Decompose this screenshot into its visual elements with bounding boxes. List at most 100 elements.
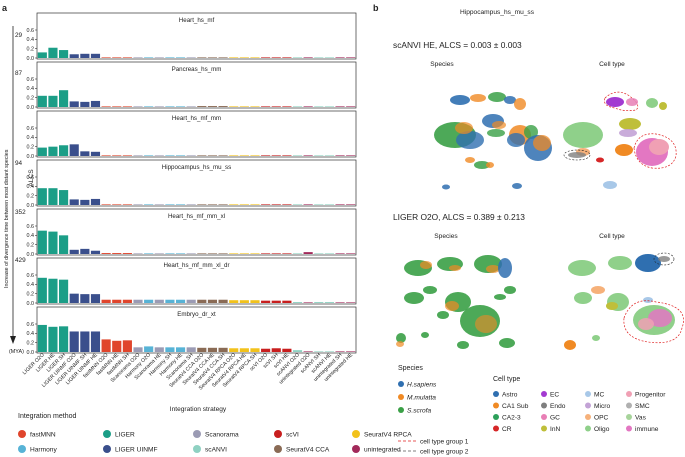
y-tick-label: 0.2 [27, 95, 35, 101]
bar [303, 106, 313, 107]
bar [335, 302, 345, 303]
method-legend-title: Integration method [18, 413, 76, 420]
celltype-swatch [493, 414, 499, 420]
bar [250, 155, 260, 156]
method-legend: fastMNN LIGER Scanorama scVI SeuratV4 RPCA Ha… [18, 430, 412, 454]
bar [271, 300, 281, 303]
divergence-number: 87 [15, 70, 23, 77]
bar [186, 347, 196, 352]
bar-panel: Hippocampus_hs_mu_ss 0.0 0.2 0.4 0.6 [27, 159, 357, 209]
bar [122, 155, 132, 156]
celltype-label: EC [550, 391, 559, 398]
panel-frame [36, 110, 357, 158]
bar [229, 204, 239, 205]
celltype-swatch [493, 425, 499, 432]
bar [218, 253, 228, 254]
celltype-swatch [541, 391, 547, 397]
y-tick-label: 0.0 [27, 154, 35, 160]
bar [271, 348, 281, 352]
bar [69, 293, 79, 303]
species-swatch [398, 381, 404, 387]
bar [282, 204, 292, 205]
bar [122, 299, 132, 303]
bar [37, 147, 47, 156]
legend-swatch [103, 445, 111, 453]
panel-frame [36, 159, 357, 207]
bar [90, 250, 101, 254]
y-tick-label: 0.6 [27, 126, 35, 132]
bar [101, 299, 111, 303]
bar [90, 294, 101, 303]
bar [303, 57, 313, 58]
bar [261, 106, 271, 107]
bar [197, 106, 207, 107]
panel-frame [36, 257, 357, 305]
bar [292, 57, 303, 58]
bar [314, 106, 324, 107]
bar [101, 155, 111, 156]
bar [197, 253, 207, 254]
bar [122, 106, 132, 107]
bar [175, 155, 186, 156]
y-tick-label: 0.4 [27, 37, 35, 43]
bar [335, 106, 345, 107]
bar [197, 155, 207, 156]
bar [346, 351, 356, 352]
legend-label: LIGER [115, 432, 135, 439]
celltype-swatch [493, 391, 499, 397]
celltype-label: Vas [635, 414, 647, 421]
bar [261, 300, 271, 303]
bar [37, 230, 47, 254]
bar [165, 253, 175, 254]
divergence-arrowhead [10, 336, 16, 344]
bar [48, 326, 58, 352]
umap-top-species [434, 92, 552, 190]
bar [69, 54, 79, 58]
celltype-legend: Astro EC MC Progenitor CA1 Sub Endo Micro SMC CA… [493, 391, 666, 433]
bar [335, 253, 345, 254]
bar [314, 302, 324, 303]
bar [144, 155, 154, 156]
y-tick-label: 0.2 [27, 46, 35, 52]
bar [80, 101, 90, 107]
bar [292, 106, 303, 107]
umap-top-celltype-label: Cell type [599, 61, 625, 68]
bar [112, 340, 122, 352]
legend-swatch [193, 430, 201, 438]
bar [175, 253, 186, 254]
umap-top-species-label: Species [430, 61, 454, 68]
bar [48, 231, 58, 254]
bar [303, 302, 313, 303]
bar [250, 57, 260, 58]
divergence-number: 429 [15, 257, 26, 264]
bar [37, 324, 47, 352]
bar [282, 300, 292, 303]
y-tick-label: 0.0 [27, 56, 35, 62]
bar [250, 204, 260, 205]
bar [303, 204, 313, 205]
species-label: M.mulatta [407, 394, 436, 401]
y-tick-label: 0.4 [27, 184, 35, 190]
bar [261, 155, 271, 156]
y-tick-label: 0.0 [27, 301, 35, 307]
bar [112, 57, 122, 58]
y-tick-label: 0.6 [27, 224, 35, 230]
bar [175, 204, 186, 205]
bar [250, 300, 260, 303]
bar [271, 204, 281, 205]
bar [186, 57, 196, 58]
bar [324, 351, 334, 352]
bar [80, 151, 90, 156]
celltype-swatch [541, 425, 547, 432]
bar [59, 190, 69, 205]
bar [133, 299, 143, 303]
panel-frame [36, 12, 357, 60]
y-tick-label: 0.4 [27, 282, 35, 288]
umap-top-heading: scANVI HE, ALCS = 0.003 ± 0.003 [393, 40, 522, 50]
bar [346, 253, 356, 254]
panel-title: Pancreas_hs_mm [172, 66, 222, 73]
bar [186, 204, 196, 205]
panel-title: Hippocampus_hs_mu_ss [162, 164, 231, 171]
bar [37, 52, 47, 58]
bar [229, 348, 239, 352]
